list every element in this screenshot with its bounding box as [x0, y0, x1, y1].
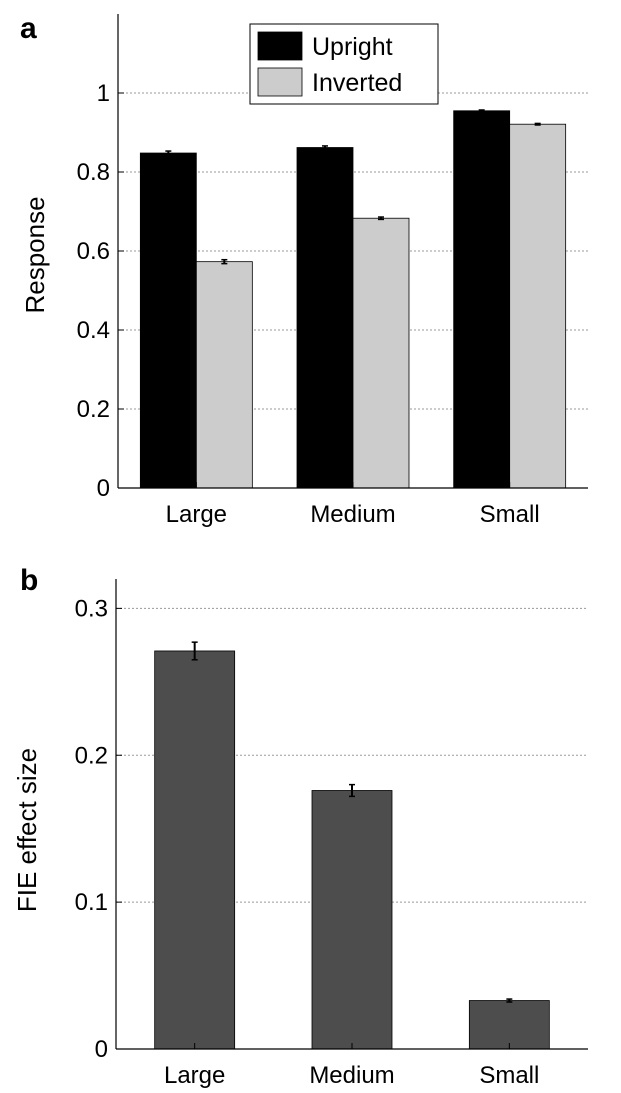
- y-tick-label: 0.1: [75, 889, 108, 916]
- x-tick-label-medium: Medium: [309, 1062, 394, 1089]
- y-tick-label: 1: [97, 80, 110, 107]
- y-tick-label: 0.6: [77, 238, 110, 265]
- panel-a: a Response Large Medium Small 0 0.2 0.4 0.6 0.8…: [20, 12, 588, 528]
- panel-b: b FIE effect size Large Medium Small 0 0.1 0.…: [12, 564, 588, 1089]
- x-tick-label-medium: Medium: [310, 501, 395, 528]
- panel-a-y-axis-label: Response: [20, 196, 50, 313]
- y-tick-label: 0: [97, 475, 110, 502]
- bar-small-inverted: [509, 123, 567, 489]
- panel-a-bars: [139, 109, 567, 489]
- y-tick-label: 0.8: [77, 159, 110, 186]
- bar-large: [154, 650, 236, 1050]
- x-tick-label-small: Small: [479, 1062, 539, 1089]
- bar-large-inverted: [195, 261, 253, 489]
- bar-small-upright: [453, 110, 511, 489]
- panel-a-legend: Upright Inverted: [249, 23, 439, 105]
- bar-medium: [311, 790, 393, 1050]
- legend-label-inverted: Inverted: [312, 69, 402, 97]
- y-tick-label: 0.2: [77, 396, 110, 423]
- panel-a-axes: Large Medium Small 0 0.2 0.4 0.6 0.8 1: [77, 14, 588, 528]
- y-tick-label: 0.2: [75, 742, 108, 769]
- bar-small: [468, 1000, 550, 1050]
- panel-b-axes: Large Medium Small 0 0.1 0.2 0.3: [75, 579, 588, 1089]
- panel-a-letter: a: [20, 12, 37, 45]
- y-tick-label: 0.3: [75, 595, 108, 622]
- x-tick-label-large: Large: [164, 1062, 225, 1089]
- panel-b-bars: [154, 641, 550, 1050]
- legend-swatch-upright: [257, 31, 303, 61]
- bar-medium-inverted: [352, 217, 410, 489]
- bar-large-upright: [139, 152, 197, 489]
- legend-label-upright: Upright: [312, 33, 393, 61]
- y-tick-label: 0: [95, 1036, 108, 1063]
- panel-b-y-axis-label: FIE effect size: [12, 748, 42, 912]
- x-tick-label-small: Small: [480, 501, 540, 528]
- panel-b-letter: b: [20, 564, 38, 597]
- y-tick-label: 0.4: [77, 317, 110, 344]
- bar-medium-upright: [296, 147, 354, 489]
- legend-swatch-inverted: [257, 67, 303, 97]
- x-tick-label-large: Large: [166, 501, 227, 528]
